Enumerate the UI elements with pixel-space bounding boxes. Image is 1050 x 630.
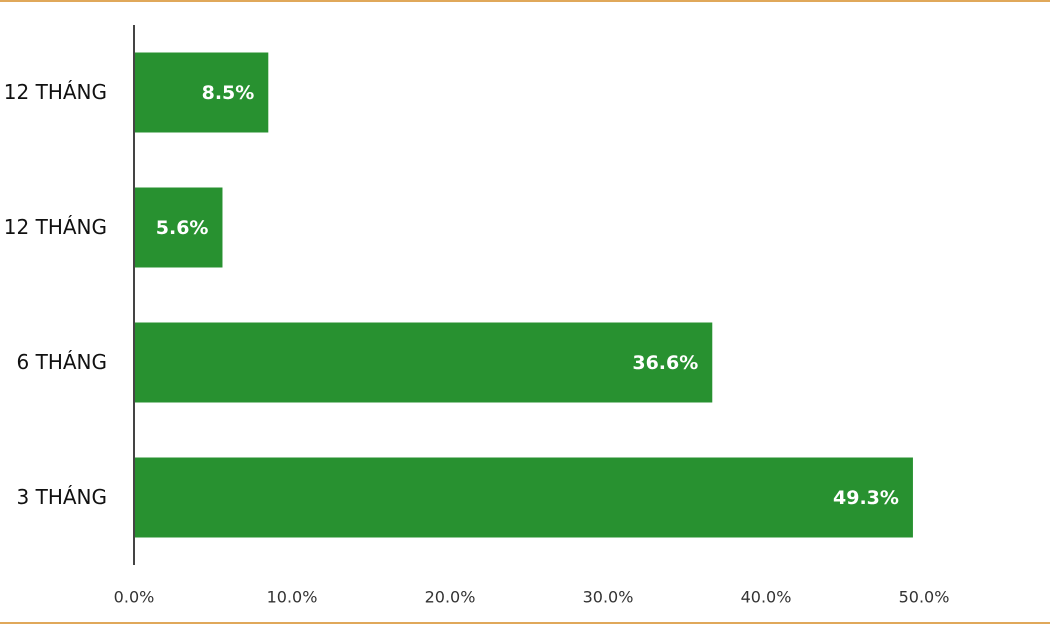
value-label: 49.3% — [833, 487, 899, 509]
value-label: 8.5% — [202, 82, 255, 104]
y-tick-label: 6 THÁNG — [17, 350, 107, 374]
y-tick-label: 12 THÁNG — [4, 80, 107, 104]
x-tick-label: 0.0% — [114, 588, 155, 607]
bar — [134, 52, 269, 133]
x-tick-label: 40.0% — [741, 588, 792, 607]
x-tick-label: 20.0% — [425, 588, 476, 607]
value-label: 5.6% — [156, 217, 209, 239]
x-tick-label: 50.0% — [899, 588, 950, 607]
x-tick-label: 10.0% — [267, 588, 318, 607]
bar — [134, 457, 913, 538]
value-label: 36.6% — [632, 352, 698, 374]
y-tick-label: 3 THÁNG — [17, 485, 107, 509]
bar — [134, 187, 223, 268]
x-tick-label: 30.0% — [583, 588, 634, 607]
bar — [134, 322, 713, 403]
y-tick-label: 12 THÁNG — [4, 215, 107, 239]
